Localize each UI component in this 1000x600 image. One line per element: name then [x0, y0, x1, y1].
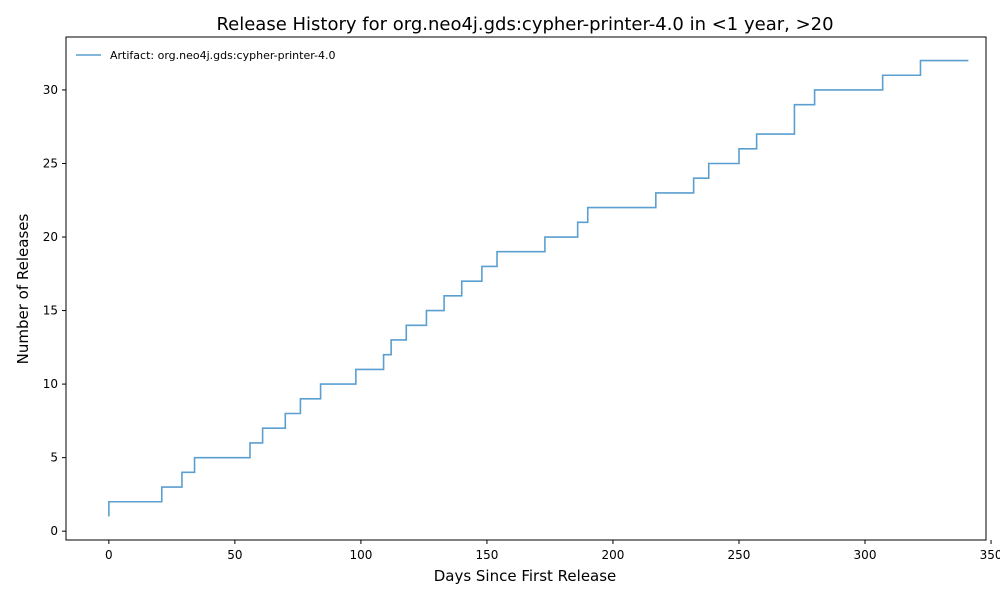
- y-axis-ticks: 0 5 10 15 20 25 30: [43, 83, 66, 538]
- y-tick-label: 0: [50, 524, 58, 538]
- y-tick-label: 10: [43, 377, 58, 391]
- x-tick-label: 300: [854, 548, 877, 562]
- x-tick-label: 150: [475, 548, 498, 562]
- chart-title: Release History for org.neo4j.gds:cypher…: [216, 14, 833, 35]
- legend-label: Artifact: org.neo4j.gds:cypher-printer-4…: [110, 49, 336, 62]
- plot-frame: [65, 36, 987, 541]
- y-tick-label: 5: [50, 451, 58, 465]
- x-tick-label: 350: [980, 548, 1000, 562]
- x-tick-label: 100: [349, 548, 372, 562]
- y-tick-label: 15: [43, 304, 58, 318]
- x-tick-label: 200: [602, 548, 625, 562]
- y-axis-label: Number of Releases: [14, 213, 32, 364]
- y-tick-label: 20: [43, 230, 58, 244]
- x-tick-label: 50: [227, 548, 242, 562]
- y-tick-label: 25: [43, 156, 58, 170]
- x-axis-ticks: 0 50 100 150 200 250 300 350: [105, 540, 1000, 562]
- x-tick-label: 250: [728, 548, 751, 562]
- x-axis-label: Days Since First Release: [434, 567, 617, 585]
- x-tick-label: 0: [105, 548, 113, 562]
- y-tick-label: 30: [43, 83, 58, 97]
- legend: Artifact: org.neo4j.gds:cypher-printer-4…: [76, 49, 336, 62]
- series-line-cypher-printer: [108, 59, 969, 517]
